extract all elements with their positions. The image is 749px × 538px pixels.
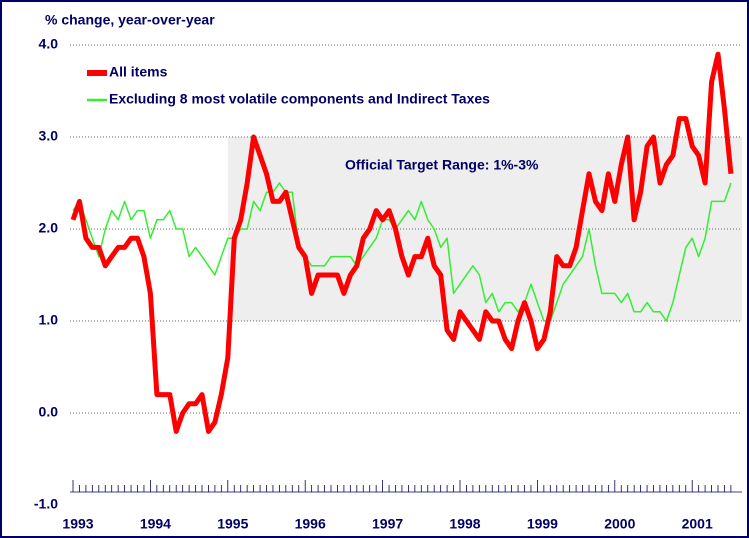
- x-tick-label: 2001: [682, 516, 713, 532]
- x-tick-label: 1996: [295, 516, 326, 532]
- x-tick-label: 1994: [140, 516, 171, 532]
- series-line: [70, 51, 734, 434]
- x-tick-label: 1998: [449, 516, 480, 532]
- y-tick-label: -1.0: [34, 496, 58, 512]
- legend-label: Excluding 8 most volatile components and…: [109, 91, 490, 107]
- legend-label: All items: [109, 64, 168, 80]
- x-tick-label: 2000: [604, 516, 635, 532]
- annotation: Official Target Range: 1%-3%: [345, 157, 539, 173]
- x-tick-label: 1995: [217, 516, 248, 532]
- y-tick-label: 3.0: [39, 128, 59, 144]
- x-tick-label: 1999: [527, 516, 558, 532]
- y-tick-label: 1.0: [39, 312, 59, 328]
- series-line: [72, 182, 732, 322]
- x-tick-label: 1993: [62, 516, 93, 532]
- y-tick-label: 4.0: [39, 36, 59, 52]
- y-tick-label: 2.0: [39, 220, 59, 236]
- x-tick-label: 1997: [372, 516, 403, 532]
- y-axis-label: % change, year-over-year: [45, 12, 215, 28]
- y-tick-label: 0.0: [39, 404, 59, 420]
